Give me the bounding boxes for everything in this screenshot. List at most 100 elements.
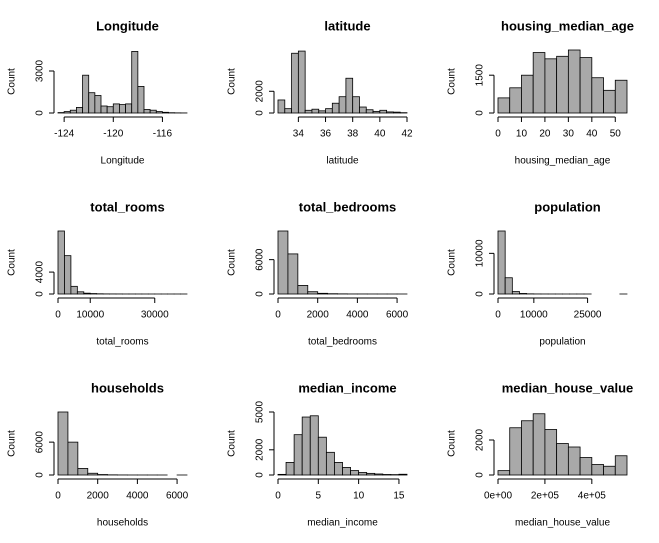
x-tick-label: 6000 bbox=[166, 491, 189, 502]
bar bbox=[64, 112, 70, 113]
bar bbox=[126, 104, 132, 113]
bar bbox=[359, 107, 366, 113]
bar bbox=[78, 468, 88, 475]
bar bbox=[298, 285, 308, 294]
x-tick-label: 30000 bbox=[141, 310, 169, 321]
bar bbox=[89, 93, 95, 113]
bar bbox=[505, 278, 512, 294]
x-tick-label: 5 bbox=[316, 491, 322, 502]
bar bbox=[278, 100, 285, 113]
y-tick-label: 3000 bbox=[35, 59, 46, 82]
x-axis-label: latitude bbox=[326, 156, 359, 167]
bar bbox=[298, 51, 305, 113]
bar bbox=[351, 471, 359, 475]
bar bbox=[334, 462, 342, 475]
bar bbox=[119, 105, 125, 113]
y-axis-label: Count bbox=[227, 68, 238, 95]
y-axis-label: Count bbox=[447, 68, 458, 95]
bar bbox=[294, 435, 302, 475]
y-axis-label: Count bbox=[227, 430, 238, 457]
bar bbox=[292, 53, 299, 113]
x-tick-label: 10 bbox=[516, 129, 528, 140]
bar bbox=[286, 462, 294, 475]
bar bbox=[302, 417, 310, 475]
bar bbox=[58, 231, 64, 294]
bar bbox=[278, 474, 286, 475]
y-tick-label: 4000 bbox=[35, 261, 46, 284]
x-tick-label: 38 bbox=[347, 129, 359, 140]
bar bbox=[101, 106, 107, 113]
bar bbox=[76, 107, 82, 113]
bar bbox=[604, 90, 616, 113]
bar bbox=[383, 474, 391, 475]
y-tick-label: 0 bbox=[255, 110, 266, 116]
panel: householdshouseholdsCount020004000600006… bbox=[7, 380, 189, 528]
x-tick-label: 34 bbox=[293, 129, 305, 140]
y-tick-label: 0 bbox=[35, 472, 46, 478]
bar bbox=[366, 110, 373, 113]
x-tick-label: 25000 bbox=[574, 310, 602, 321]
bar bbox=[132, 51, 138, 113]
panel: LongitudeLongitudeCount-124-120-11603000 bbox=[7, 18, 187, 166]
x-tick-label: 50 bbox=[610, 129, 622, 140]
bar bbox=[58, 412, 68, 475]
bar bbox=[318, 293, 328, 294]
bar bbox=[353, 97, 360, 113]
bar bbox=[305, 110, 312, 113]
x-tick-label: 10000 bbox=[76, 310, 104, 321]
bar bbox=[498, 98, 510, 113]
bar bbox=[604, 466, 616, 475]
x-tick-label: 4000 bbox=[126, 491, 149, 502]
bar bbox=[373, 111, 380, 113]
bar bbox=[510, 88, 522, 113]
y-tick-label: 1500 bbox=[475, 64, 486, 87]
bar bbox=[521, 75, 533, 113]
panel: median_incomemedian_incomeCount051015020… bbox=[227, 380, 407, 528]
x-axis-label: housing_median_age bbox=[515, 156, 611, 167]
x-axis-label: median_house_value bbox=[515, 518, 611, 529]
bar bbox=[318, 437, 326, 475]
y-tick-label: 0 bbox=[255, 291, 266, 297]
panel: total_roomstotal_roomsCount0100003000004… bbox=[7, 199, 187, 347]
chart-title: median_house_value bbox=[502, 380, 634, 395]
y-tick-label: 0 bbox=[35, 291, 46, 297]
x-tick-label: 6000 bbox=[386, 310, 409, 321]
x-tick-label: 0 bbox=[495, 129, 501, 140]
bar bbox=[498, 471, 510, 475]
chart-title: Longitude bbox=[96, 18, 159, 33]
bar bbox=[580, 58, 592, 113]
bar bbox=[387, 112, 394, 113]
bar bbox=[83, 75, 89, 113]
panel: populationpopulationCount010000250000100… bbox=[447, 199, 627, 347]
chart-title: population bbox=[534, 199, 600, 214]
y-axis-label: Count bbox=[7, 430, 18, 457]
bar bbox=[310, 416, 318, 475]
bar bbox=[533, 414, 545, 475]
panel: total_bedroomstotal_bedroomsCount0200040… bbox=[227, 199, 409, 347]
bar bbox=[312, 109, 319, 113]
x-tick-label: 42 bbox=[401, 129, 413, 140]
x-tick-label: 0 bbox=[495, 310, 501, 321]
bar bbox=[138, 86, 144, 113]
bar bbox=[68, 442, 78, 475]
bar bbox=[319, 111, 326, 113]
bar bbox=[557, 56, 569, 113]
bar bbox=[95, 96, 101, 114]
y-tick-label: 0 bbox=[255, 472, 266, 478]
bar bbox=[144, 110, 150, 114]
y-axis-label: Count bbox=[447, 430, 458, 457]
bar bbox=[510, 428, 522, 475]
bar bbox=[71, 286, 77, 294]
bar bbox=[326, 109, 333, 113]
x-tick-label: 10000 bbox=[520, 310, 548, 321]
y-tick-label: 6000 bbox=[255, 248, 266, 271]
bar bbox=[64, 256, 70, 294]
bar bbox=[162, 112, 168, 113]
y-tick-label: 0 bbox=[475, 110, 486, 116]
chart-title: housing_median_age bbox=[501, 18, 634, 33]
x-tick-label: 40 bbox=[374, 129, 386, 140]
bar bbox=[615, 456, 627, 475]
chart-title: latitude bbox=[324, 18, 370, 33]
bar bbox=[545, 59, 557, 113]
x-tick-label: 2000 bbox=[87, 491, 110, 502]
